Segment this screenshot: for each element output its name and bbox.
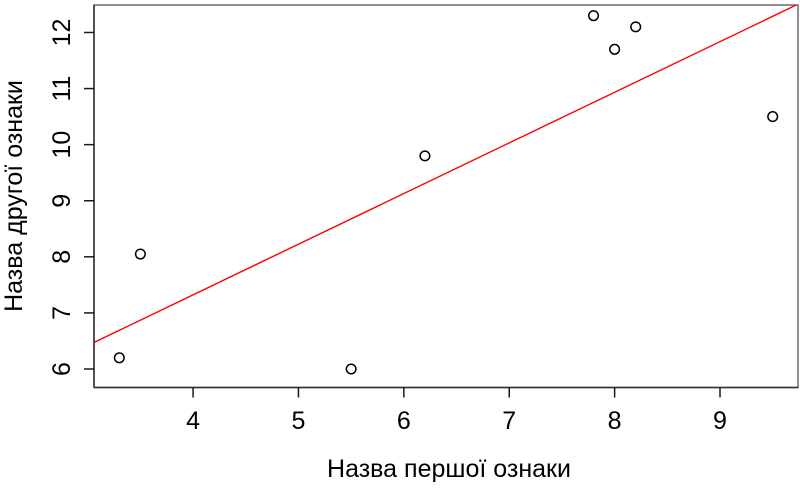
x-axis-title: Назва першої ознаки — [327, 455, 571, 483]
x-tick-label: 9 — [713, 407, 727, 435]
x-tick-label: 4 — [186, 407, 200, 435]
data-point — [767, 111, 779, 123]
y-tick-label: 7 — [48, 306, 76, 320]
y-tick-label: 12 — [48, 19, 76, 47]
y-tick-label: 11 — [48, 76, 76, 102]
x-tick-label: 7 — [502, 407, 516, 435]
data-point — [630, 21, 642, 33]
x-tick-label: 5 — [292, 407, 306, 435]
plot-area: 4 5 6 7 8 9 6 7 8 9 10 11 12 — [48, 4, 799, 435]
y-tick-label: 9 — [48, 194, 76, 208]
data-point — [609, 43, 621, 55]
x-tick-label: 8 — [608, 407, 622, 435]
data-point — [134, 248, 146, 260]
data-point — [587, 10, 600, 22]
plot-box — [93, 4, 799, 389]
x-tick-label: 6 — [397, 407, 411, 435]
y-axis-title: Назва другої ознаки — [0, 80, 28, 312]
y-tick-label: 10 — [48, 131, 76, 159]
data-point — [113, 352, 125, 364]
y-tick-label: 6 — [48, 362, 76, 376]
y-tick-label: 8 — [48, 250, 76, 264]
data-point — [419, 150, 431, 162]
regression-line — [94, 5, 798, 344]
data-point — [345, 363, 357, 375]
